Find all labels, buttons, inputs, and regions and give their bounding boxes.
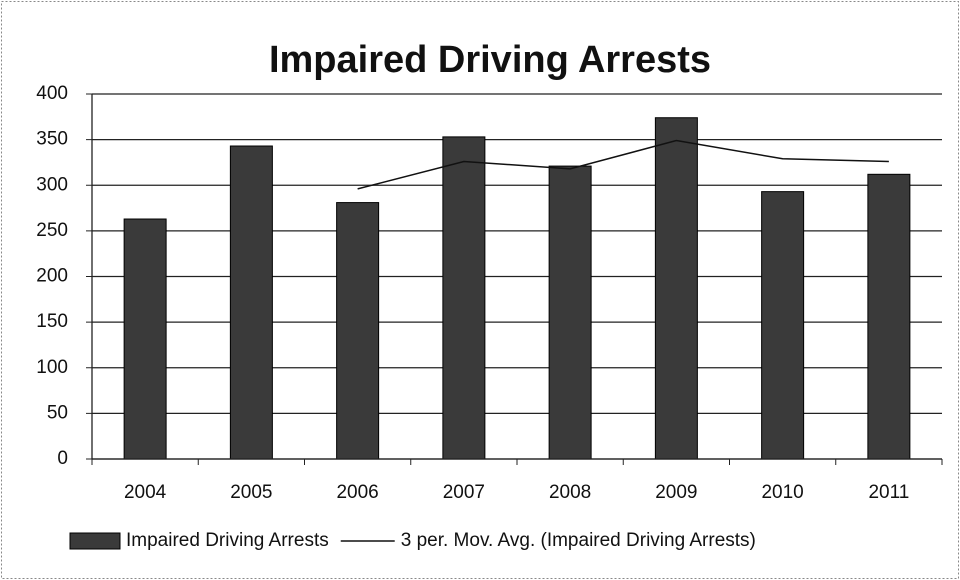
x-tick-label: 2008	[549, 482, 591, 503]
legend-label: 3 per. Mov. Avg. (Impaired Driving Arres…	[401, 530, 756, 551]
bar	[336, 202, 380, 460]
y-tick-label: 50	[47, 402, 68, 423]
legend-label: Impaired Driving Arrests	[126, 530, 329, 551]
y-tick-label: 0	[57, 448, 68, 469]
legend-swatch	[69, 532, 121, 550]
bar	[229, 145, 273, 460]
moving-average-line	[357, 139, 889, 190]
y-tick-label: 400	[36, 83, 68, 104]
x-tick-label: 2011	[868, 482, 909, 503]
y-tick-label: 300	[36, 174, 68, 195]
y-tick-label: 250	[36, 220, 68, 241]
x-tick-label: 2009	[655, 482, 697, 503]
bar	[548, 165, 592, 460]
x-tick-label: 2007	[443, 482, 485, 503]
bar	[761, 191, 805, 460]
y-tick-label: 200	[36, 266, 68, 287]
x-tick-label: 2004	[124, 482, 167, 503]
bar	[654, 117, 698, 460]
x-tick-label: 2006	[336, 482, 378, 503]
bar	[123, 218, 167, 460]
x-tick-label: 2010	[761, 482, 803, 503]
y-tick-label: 150	[36, 311, 68, 332]
chart-title: Impaired Driving Arrests	[269, 39, 711, 81]
y-tick-label: 350	[36, 129, 68, 150]
x-tick-label: 2005	[230, 482, 272, 503]
y-tick-label: 100	[36, 357, 68, 378]
bar	[442, 136, 486, 460]
bar	[867, 173, 911, 460]
